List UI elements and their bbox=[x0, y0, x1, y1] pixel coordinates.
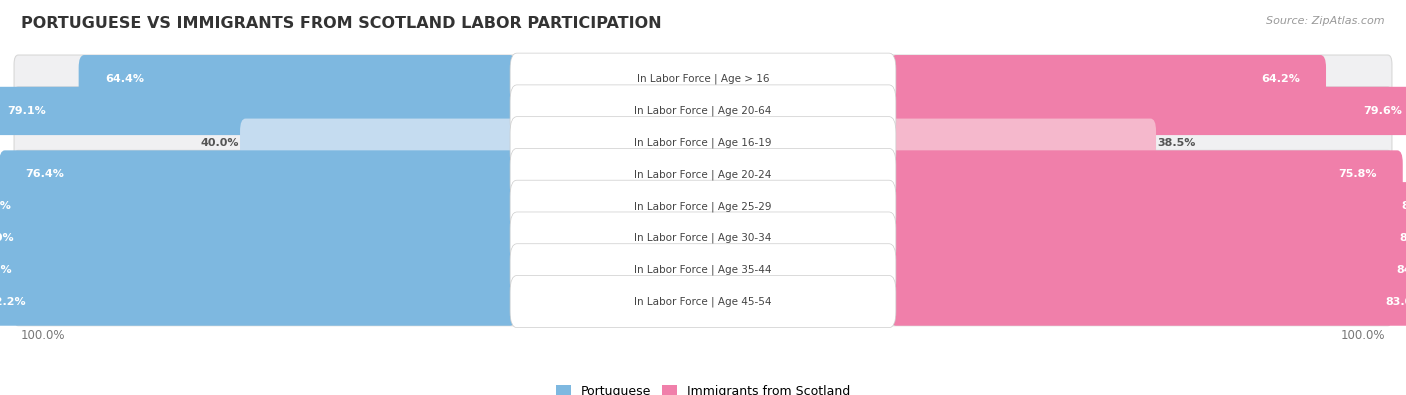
FancyBboxPatch shape bbox=[510, 117, 896, 169]
FancyBboxPatch shape bbox=[0, 150, 516, 199]
Text: In Labor Force | Age 16-19: In Labor Force | Age 16-19 bbox=[634, 137, 772, 148]
Text: 64.4%: 64.4% bbox=[105, 74, 143, 84]
Text: 79.6%: 79.6% bbox=[1362, 106, 1402, 116]
Text: In Labor Force | Age > 16: In Labor Force | Age > 16 bbox=[637, 74, 769, 85]
FancyBboxPatch shape bbox=[510, 85, 896, 137]
FancyBboxPatch shape bbox=[890, 87, 1406, 135]
FancyBboxPatch shape bbox=[890, 246, 1406, 294]
FancyBboxPatch shape bbox=[0, 246, 516, 294]
Text: In Labor Force | Age 45-54: In Labor Force | Age 45-54 bbox=[634, 296, 772, 307]
FancyBboxPatch shape bbox=[890, 182, 1406, 230]
Text: In Labor Force | Age 20-64: In Labor Force | Age 20-64 bbox=[634, 106, 772, 116]
Text: 84.0%: 84.0% bbox=[0, 233, 14, 243]
Text: 83.0%: 83.0% bbox=[1386, 297, 1406, 307]
FancyBboxPatch shape bbox=[14, 118, 1392, 167]
FancyBboxPatch shape bbox=[240, 118, 516, 167]
FancyBboxPatch shape bbox=[14, 246, 1392, 294]
FancyBboxPatch shape bbox=[14, 214, 1392, 262]
FancyBboxPatch shape bbox=[0, 214, 516, 262]
Text: 79.1%: 79.1% bbox=[7, 106, 46, 116]
FancyBboxPatch shape bbox=[14, 150, 1392, 199]
FancyBboxPatch shape bbox=[0, 277, 516, 326]
FancyBboxPatch shape bbox=[890, 118, 1156, 167]
FancyBboxPatch shape bbox=[890, 55, 1326, 103]
Text: 40.0%: 40.0% bbox=[200, 138, 239, 148]
FancyBboxPatch shape bbox=[14, 182, 1392, 230]
Text: 75.8%: 75.8% bbox=[1339, 169, 1376, 179]
Text: 100.0%: 100.0% bbox=[21, 329, 66, 342]
Text: 85.4%: 85.4% bbox=[1402, 201, 1406, 211]
Text: PORTUGUESE VS IMMIGRANTS FROM SCOTLAND LABOR PARTICIPATION: PORTUGUESE VS IMMIGRANTS FROM SCOTLAND L… bbox=[21, 16, 662, 31]
FancyBboxPatch shape bbox=[510, 180, 896, 232]
FancyBboxPatch shape bbox=[510, 276, 896, 327]
FancyBboxPatch shape bbox=[0, 87, 516, 135]
Text: 84.4%: 84.4% bbox=[0, 201, 11, 211]
FancyBboxPatch shape bbox=[510, 149, 896, 201]
FancyBboxPatch shape bbox=[890, 214, 1406, 262]
Text: In Labor Force | Age 35-44: In Labor Force | Age 35-44 bbox=[634, 265, 772, 275]
FancyBboxPatch shape bbox=[14, 277, 1392, 326]
FancyBboxPatch shape bbox=[890, 150, 1403, 199]
FancyBboxPatch shape bbox=[14, 55, 1392, 103]
Text: In Labor Force | Age 30-34: In Labor Force | Age 30-34 bbox=[634, 233, 772, 243]
Legend: Portuguese, Immigrants from Scotland: Portuguese, Immigrants from Scotland bbox=[557, 385, 849, 395]
Text: 64.2%: 64.2% bbox=[1261, 74, 1299, 84]
Text: 38.5%: 38.5% bbox=[1157, 138, 1195, 148]
FancyBboxPatch shape bbox=[510, 244, 896, 296]
FancyBboxPatch shape bbox=[510, 212, 896, 264]
Text: 84.7%: 84.7% bbox=[1396, 265, 1406, 275]
Text: In Labor Force | Age 25-29: In Labor Force | Age 25-29 bbox=[634, 201, 772, 211]
FancyBboxPatch shape bbox=[890, 277, 1406, 326]
Text: 76.4%: 76.4% bbox=[25, 169, 65, 179]
FancyBboxPatch shape bbox=[79, 55, 516, 103]
Text: Source: ZipAtlas.com: Source: ZipAtlas.com bbox=[1267, 16, 1385, 26]
FancyBboxPatch shape bbox=[0, 182, 516, 230]
Text: 100.0%: 100.0% bbox=[1340, 329, 1385, 342]
Text: 82.2%: 82.2% bbox=[0, 297, 25, 307]
Text: 84.3%: 84.3% bbox=[0, 265, 11, 275]
Text: 85.1%: 85.1% bbox=[1399, 233, 1406, 243]
FancyBboxPatch shape bbox=[14, 87, 1392, 135]
FancyBboxPatch shape bbox=[510, 53, 896, 105]
Text: In Labor Force | Age 20-24: In Labor Force | Age 20-24 bbox=[634, 169, 772, 180]
